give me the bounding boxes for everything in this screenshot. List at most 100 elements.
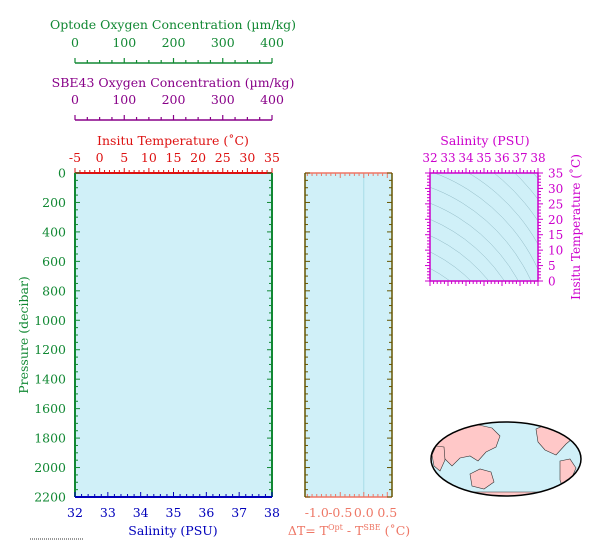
ts-plot-area <box>430 173 538 281</box>
delta-t-axis-title: ΔT= TOpt - TSBE (˚C) <box>288 523 410 538</box>
pressure-tick-label: 1800 <box>34 431 66 446</box>
optode-oxygen-title: Optode Oxygen Concentration (µm/kg) <box>50 17 296 32</box>
delta-t-tick-label: -1.0 <box>305 505 329 520</box>
temperature-tick-label: -5 <box>69 150 81 165</box>
optode-oxygen-ticks <box>74 58 273 63</box>
ts-density-contour <box>430 235 490 281</box>
optode-oxygen-tick-label: 100 <box>112 35 136 50</box>
optode-oxygen-tick-label: 400 <box>260 35 284 50</box>
profile-panel: Insitu Temperature (˚C) -5 0 5 10 15 20 25 30 35… <box>16 133 280 538</box>
delta-t-tick-label: 0.5 <box>377 505 397 520</box>
pressure-ticks <box>75 172 272 498</box>
salinity-tick-label: 35 <box>166 505 182 520</box>
temperature-axis-title: Insitu Temperature (˚C) <box>97 133 249 148</box>
ts-salinity-tick-label: 37 <box>512 151 527 165</box>
ts-ticks <box>425 168 543 286</box>
ts-diagram-panel: Salinity (PSU) 32 33 34 35 36 37 38 0510152025… <box>422 133 583 300</box>
temperature-tick-label: 25 <box>215 150 231 165</box>
ts-temperature-title: Insitu Temperature (˚C) <box>568 154 583 300</box>
pressure-tick-label: 1400 <box>34 372 66 387</box>
salinity-ticks <box>74 492 273 497</box>
sbe43-oxygen-tick-label: 100 <box>112 92 136 107</box>
ts-salinity-tick-label: 34 <box>458 151 474 165</box>
sbe43-oxygen-axis: SBE43 Oxygen Concentration (µm/kg) 0 100 2… <box>52 75 295 121</box>
ts-temperature-tick-label: 5 <box>548 259 556 273</box>
sbe43-oxygen-tick-label: 400 <box>260 92 284 107</box>
delta-t-tick-labels: -1.0 -0.5 0.0 0.5 <box>305 505 398 520</box>
pressure-tick-label: 600 <box>42 254 66 269</box>
temperature-tick-label: 15 <box>166 150 182 165</box>
pressure-tick-label: 2200 <box>34 490 66 505</box>
pressure-tick-label: 1200 <box>34 342 66 357</box>
salinity-tick-label: 37 <box>231 505 247 520</box>
delta-t-tick-label: 0.0 <box>354 505 374 520</box>
sbe43-oxygen-tick-labels: 0 100 200 300 400 <box>71 92 284 107</box>
ts-temperature-tick-label: 0 <box>548 275 556 289</box>
ts-temperature-tick-label: 10 <box>548 244 563 258</box>
temperature-tick-labels: -5 0 5 10 15 20 25 30 35 <box>69 150 280 165</box>
pressure-tick-label: 1000 <box>34 313 66 328</box>
ts-temperature-tick-label: 25 <box>548 197 563 211</box>
pressure-tick-label: 0 <box>58 166 66 181</box>
ts-density-contour <box>430 202 519 281</box>
ts-density-contour <box>430 187 532 281</box>
temperature-tick-label: 10 <box>141 150 157 165</box>
ts-salinity-tick-label: 32 <box>422 151 437 165</box>
ts-salinity-tick-label: 36 <box>494 151 509 165</box>
delta-t-plot-area <box>305 173 392 497</box>
temperature-tick-label: 20 <box>190 150 206 165</box>
optode-oxygen-tick-label: 200 <box>162 35 186 50</box>
ts-density-contour <box>433 173 538 271</box>
salinity-tick-label: 38 <box>264 505 280 520</box>
ts-density-contour <box>430 219 505 281</box>
ts-temperature-tick-label: 30 <box>548 182 563 196</box>
ts-density-contour <box>468 173 538 245</box>
ts-density-contour <box>430 251 472 281</box>
sbe43-oxygen-tick-label: 300 <box>211 92 235 107</box>
salinity-axis-title: Salinity (PSU) <box>128 523 217 538</box>
sbe43-oxygen-ticks <box>74 115 273 120</box>
temperature-ticks <box>74 168 273 173</box>
ts-salinity-tick-label: 33 <box>440 151 455 165</box>
temperature-tick-label: 5 <box>120 150 128 165</box>
pressure-tick-label: 2000 <box>34 460 66 475</box>
sbe43-oxygen-tick-label: 200 <box>162 92 186 107</box>
temperature-tick-label: 30 <box>239 150 255 165</box>
location-map <box>430 421 582 497</box>
ts-salinity-tick-label: 38 <box>530 151 545 165</box>
ts-temperature-tick-label: 35 <box>548 167 563 181</box>
ts-salinity-tick-label: 35 <box>476 151 491 165</box>
salinity-tick-label: 32 <box>67 505 83 520</box>
salinity-tick-label: 36 <box>198 505 214 520</box>
optode-oxygen-tick-label: 300 <box>211 35 235 50</box>
ts-density-contours <box>430 173 538 281</box>
temperature-tick-label: 35 <box>264 150 280 165</box>
delta-t-ticks <box>305 172 392 498</box>
ts-density-contour <box>493 173 538 222</box>
salinity-tick-label: 33 <box>100 505 116 520</box>
pressure-tick-label: 400 <box>42 224 66 239</box>
pressure-tick-labels: 0 200 400 600 800 1000 1200 1400 1600 1800 2000 220… <box>34 166 66 505</box>
pressure-tick-label: 200 <box>42 195 66 210</box>
profile-plot-area <box>75 173 272 497</box>
map-land-australia <box>469 468 495 490</box>
salinity-tick-label: 34 <box>133 505 149 520</box>
optode-oxygen-tick-label: 0 <box>71 35 79 50</box>
temperature-tick-label: 0 <box>96 150 104 165</box>
optode-oxygen-tick-labels: 0 100 200 300 400 <box>71 35 284 50</box>
ts-temperature-tick-label: 20 <box>548 213 563 227</box>
map-outline <box>430 421 582 497</box>
ts-salinity-title: Salinity (PSU) <box>440 133 529 148</box>
optode-oxygen-axis: Optode Oxygen Concentration (µm/kg) 0 100… <box>50 17 296 64</box>
delta-t-tick-label: -0.5 <box>328 505 352 520</box>
salinity-tick-labels: 32 33 34 35 36 37 38 <box>67 505 280 520</box>
ts-salinity-tick-labels: 32 33 34 35 36 37 38 <box>422 151 545 165</box>
sbe43-oxygen-title: SBE43 Oxygen Concentration (µm/kg) <box>52 75 295 90</box>
sbe43-oxygen-tick-label: 0 <box>71 92 79 107</box>
pressure-tick-label: 800 <box>42 283 66 298</box>
delta-t-panel: -1.0 -0.5 0.0 0.5 ΔT= TOpt - TSBE (˚C) <box>288 172 410 538</box>
pressure-axis-title: Pressure (decibar) <box>16 276 31 394</box>
ts-temperature-tick-label: 15 <box>548 228 563 242</box>
